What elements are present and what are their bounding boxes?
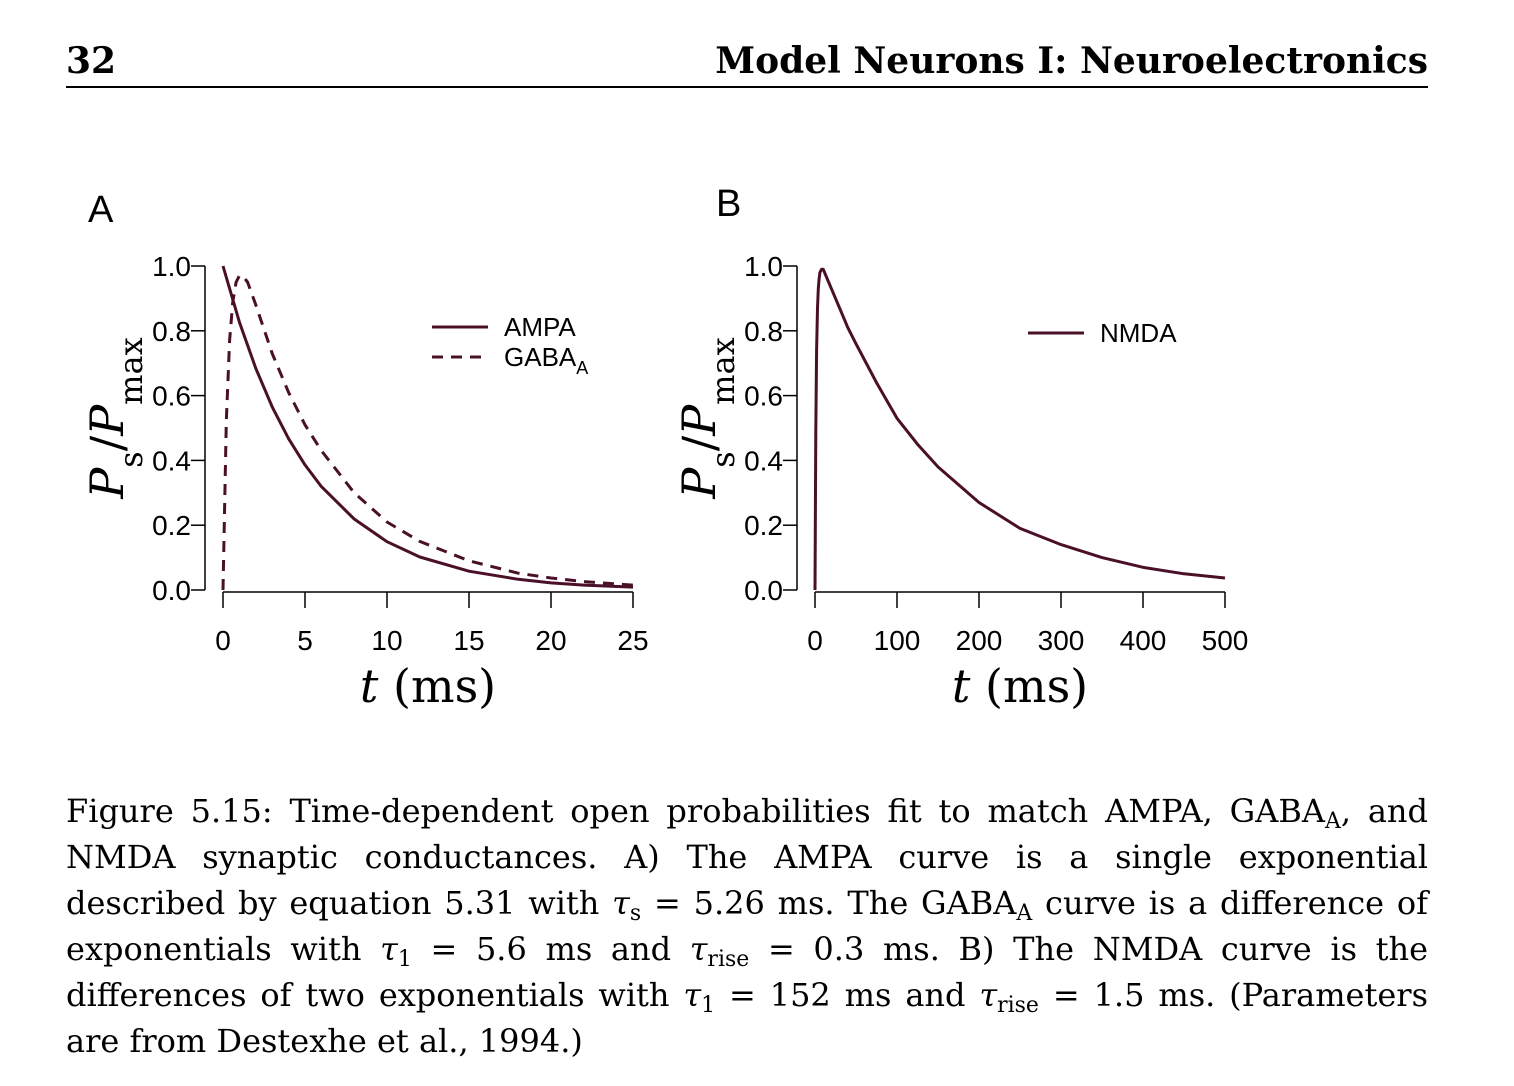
panel-label: B [716,183,741,225]
chart-panel-b: B 0.0 0.2 0.4 0.6 0.8 1.0 0 100 200 300 400 500 t (ms… [672,183,1248,713]
caption-sub-a2: A [1016,901,1033,926]
legend-label: NMDA [1100,318,1177,348]
y-tick-label: 0.0 [744,575,783,606]
caption-text-5: = 5.6 ms and [430,930,672,968]
x-axis-label: t (ms) [952,659,1088,713]
caption-tau-1b: τ [683,976,702,1014]
y-axis-label: Ps/Pmax [672,337,742,499]
caption-text-8: = 1.5 ms. (Parameters are from Destexhe … [66,976,1428,1060]
caption-sub-s: s [629,901,642,926]
figure-5-15: A 0.0 0.2 0.4 0.6 0.8 1.0 0 5 10 15 20 25 t (ms) Ps/Pm… [80,183,1248,713]
y-tick-label: 0.2 [152,510,191,541]
y-tick-label: 0.2 [744,510,783,541]
x-tick-label: 200 [956,625,1003,656]
y-tick-label: 1.0 [744,251,783,282]
caption-sub-a1: A [1324,809,1341,834]
page-number: 32 [66,40,117,82]
y-tick-label: 0.8 [152,316,191,347]
x-tick-label: 25 [617,625,648,656]
x-tick-label: 5 [297,625,313,656]
y-tick-label: 1.0 [152,251,191,282]
series-line-ampa [221,265,634,589]
caption-text-2: , and NMDA synaptic conductances. A) The… [66,792,1429,922]
caption-sub-rise-a: rise [707,947,750,972]
y-tick-label: 0.0 [152,575,191,606]
x-tick-label: 300 [1038,625,1085,656]
chart-panel-a: A 0.0 0.2 0.4 0.6 0.8 1.0 0 5 10 15 20 25 t (ms) Ps/Pm… [80,189,649,713]
caption-text-3: = 5.26 ms. The GABA [653,884,1017,922]
legend-label: AMPA [504,312,576,342]
caption-tau-s: τ [612,884,630,922]
y-tick-label: 0.6 [744,381,783,412]
caption-sub-1a: 1 [397,947,412,972]
y-tick-label: 0.4 [152,445,191,476]
y-axis-label: Ps/Pmax [80,337,150,499]
panel-label: A [88,189,114,231]
series-line-nmda [813,267,1226,591]
caption-tau-rise-b: τ [979,976,998,1014]
caption-sub-1b: 1 [701,993,716,1018]
x-tick-label: 0 [807,625,823,656]
figure-label: Figure 5.15: [66,792,273,830]
x-tick-label: 20 [535,625,566,656]
y-tick-label: 0.6 [152,381,191,412]
caption-tau-rise-a: τ [689,930,708,968]
x-axis-label: t (ms) [360,659,496,713]
x-tick-label: 10 [371,625,402,656]
figure-caption: Figure 5.15: Time-dependent open probabi… [66,788,1428,1064]
x-tick-label: 0 [215,625,231,656]
x-tick-label: 500 [1202,625,1249,656]
caption-tau-1a: τ [380,930,398,968]
x-tick-label: 400 [1120,625,1167,656]
legend-label: GABAA [504,342,588,378]
caption-text-7: = 152 ms and [729,976,966,1014]
chapter-title: Model Neurons I: Neuroelectronics [715,40,1428,82]
caption-text-4: curve is a difference of exponentials wi… [66,884,1428,968]
caption-text-6: = 0.3 ms. B) The NMDA curve is the diffe… [66,930,1429,1014]
caption-text-1: Time-dependent open probabilities fit to… [289,792,1325,830]
series-line-gaba-a [221,274,634,591]
page-header: 32 Model Neurons I: Neuroelectronics [66,38,1428,88]
y-tick-label: 0.8 [744,316,783,347]
y-tick-label: 0.4 [744,445,783,476]
x-tick-label: 100 [874,625,921,656]
caption-sub-rise-b: rise [997,993,1039,1018]
x-tick-label: 15 [453,625,484,656]
